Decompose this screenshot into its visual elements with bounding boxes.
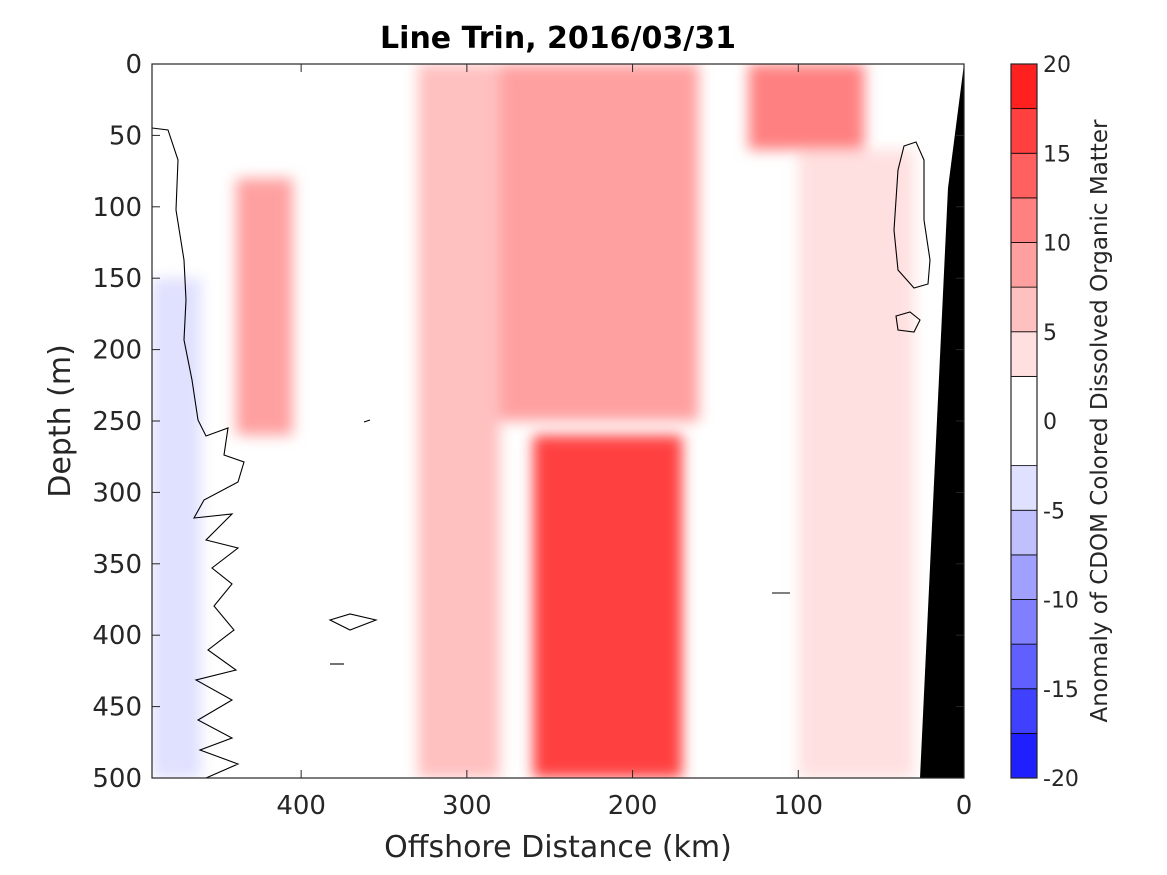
y-tick-label: 250	[92, 407, 142, 437]
y-tick-label: 200	[92, 336, 142, 366]
x-tick-label: 400	[276, 791, 326, 821]
anomaly-band	[367, 64, 418, 778]
y-tick-label: 50	[109, 121, 142, 151]
colorbar-segment	[1010, 643, 1038, 690]
x-axis-label: Offshore Distance (km)	[384, 830, 732, 865]
colorbar-segment	[1010, 375, 1038, 467]
zero-contour-west	[152, 127, 245, 778]
x-tick-label: 200	[608, 791, 658, 821]
anomaly-band	[500, 64, 699, 421]
zero-contours	[152, 127, 931, 778]
y-tick-label: 350	[92, 550, 142, 580]
colorbar-segment	[1010, 509, 1038, 556]
y-tick-label: 150	[92, 264, 142, 294]
anomaly-band	[533, 435, 683, 778]
x-tick-label: 100	[773, 791, 823, 821]
colorbar-tick-label: 10	[1043, 232, 1071, 257]
colorbar-tick-label: 20	[1043, 53, 1071, 78]
zero-contour-mid	[328, 613, 378, 631]
y-tick-label: 0	[125, 50, 142, 80]
bathymetry-mask	[920, 64, 964, 778]
anomaly-band	[748, 64, 865, 150]
colorbar-tick-label: 0	[1043, 410, 1057, 435]
x-tick-label: 0	[956, 791, 973, 821]
colorbar-segment	[1010, 242, 1038, 288]
colorbar-segment	[1010, 286, 1038, 333]
colorbar-segment	[1010, 331, 1038, 377]
colorbar-tick-label: -5	[1043, 499, 1065, 524]
plot-area	[151, 63, 965, 779]
colorbar-frame	[1010, 63, 1038, 779]
colorbar-segment	[1010, 152, 1038, 199]
zero-contour-dot-b	[363, 419, 371, 423]
y-tick-label: 450	[92, 693, 142, 723]
colorbar-segment	[1010, 688, 1038, 734]
colorbar-tick-label: -15	[1043, 678, 1079, 703]
colorbar-label: Anomaly of CDOM Colored Dissolved Organi…	[1087, 119, 1113, 722]
colorbar-segment	[1010, 197, 1038, 243]
colorbar: 20 15 10 5 0 -5 -10 -15 -20	[1010, 53, 1079, 792]
y-tick-label: 400	[92, 621, 142, 651]
anomaly-band	[798, 149, 915, 778]
y-tick-label: 300	[92, 478, 142, 508]
y-tick-label: 100	[92, 193, 142, 223]
anomaly-field	[152, 64, 915, 778]
zero-contour-east-small	[895, 311, 921, 333]
colorbar-tick-label: 15	[1043, 142, 1071, 167]
y-axis: 0 50 100 150 200 250 300 350 400 450 500	[92, 50, 964, 794]
colorbar-segment	[1010, 554, 1038, 600]
colorbar-tick-label: 5	[1043, 321, 1057, 346]
colorbar-segment	[1010, 63, 1038, 110]
anomaly-band	[234, 178, 293, 436]
colorbar-tick-label: -10	[1043, 589, 1079, 614]
colorbar-segment	[1010, 732, 1038, 779]
colorbar-segment	[1010, 599, 1038, 645]
y-tick-label: 500	[92, 764, 142, 794]
colorbar-segment	[1010, 108, 1038, 154]
colorbar-tick-label: -20	[1043, 767, 1079, 792]
zero-contour-east	[893, 141, 931, 289]
x-tick-label: 300	[442, 791, 492, 821]
chart-title: Line Trin, 2016/03/31	[380, 21, 736, 56]
y-axis-label: Depth (m)	[43, 344, 78, 498]
x-axis: 400 300 200 100 0	[276, 64, 972, 821]
colorbar-segment	[1010, 465, 1038, 511]
anomaly-band	[417, 64, 500, 778]
anomaly-band	[201, 64, 235, 778]
anomaly-bands	[152, 64, 915, 778]
anomaly-band	[152, 278, 202, 778]
